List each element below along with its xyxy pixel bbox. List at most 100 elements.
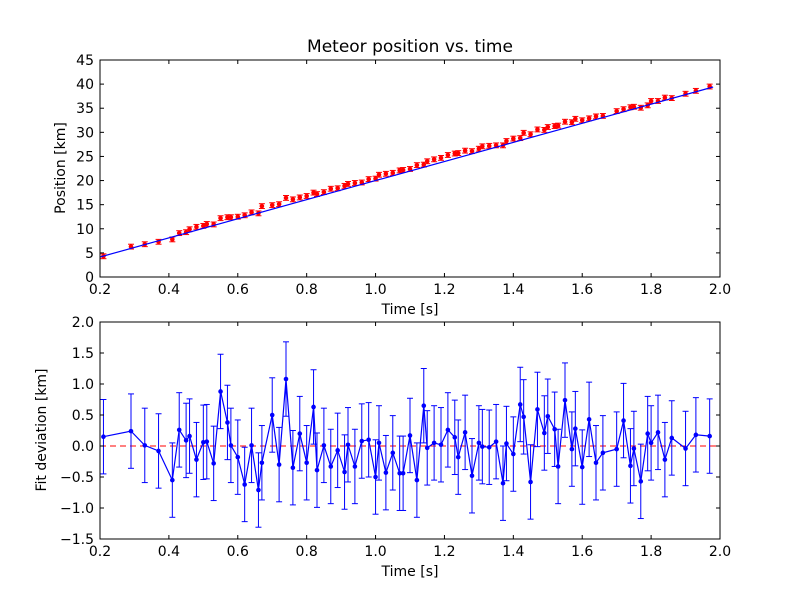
x-tick-label: 0.2 bbox=[89, 544, 111, 560]
x-tick-label: 0.4 bbox=[158, 544, 180, 560]
data-point bbox=[631, 446, 637, 451]
data-point bbox=[535, 407, 540, 412]
data-point bbox=[321, 443, 327, 448]
deviation-chart: Time [s] Fit deviation [km] 0.2 0.4 0.6 0.8… bbox=[34, 315, 731, 580]
data-point bbox=[469, 473, 475, 479]
data-point bbox=[414, 477, 420, 483]
data-point bbox=[569, 119, 575, 125]
x-tick-label: 0.4 bbox=[158, 282, 180, 298]
position-chart: Meteor position vs. time Time [s] Positi… bbox=[53, 37, 731, 318]
data-point bbox=[359, 438, 365, 444]
data-point bbox=[431, 440, 437, 446]
data-point bbox=[628, 104, 633, 110]
y-tick-label: 0 bbox=[85, 270, 94, 286]
data-point bbox=[517, 135, 523, 141]
data-point bbox=[383, 171, 389, 177]
data-point bbox=[352, 180, 358, 186]
data-point bbox=[579, 117, 585, 123]
x-tick-label: 0.8 bbox=[296, 544, 318, 560]
data-point bbox=[511, 136, 516, 141]
data-point bbox=[304, 460, 309, 466]
data-point bbox=[297, 195, 303, 200]
data-point bbox=[376, 440, 382, 446]
y-tick-label: 15 bbox=[76, 198, 94, 214]
data-point bbox=[390, 450, 396, 456]
plot-frame bbox=[99, 321, 721, 540]
x-tick-label: 1.0 bbox=[364, 282, 386, 298]
data-point bbox=[573, 116, 578, 122]
x-tick-label: 2.0 bbox=[709, 544, 731, 560]
data-point bbox=[586, 417, 592, 422]
data-point bbox=[500, 480, 506, 486]
data-point bbox=[170, 237, 175, 242]
data-point bbox=[314, 191, 320, 197]
data-point bbox=[614, 446, 619, 452]
y-tick-label: 30 bbox=[76, 125, 94, 141]
x-tick-label: 1.8 bbox=[640, 282, 662, 298]
data-point bbox=[545, 124, 551, 130]
data-point bbox=[187, 226, 192, 232]
x-tick-label: 1.4 bbox=[502, 544, 524, 560]
data-point bbox=[662, 95, 668, 100]
chart-title: Meteor position vs. time bbox=[307, 37, 513, 57]
data-point bbox=[269, 202, 275, 208]
data-point bbox=[476, 440, 482, 446]
data-point bbox=[249, 210, 254, 215]
data-point bbox=[628, 463, 633, 469]
y-tick-label: 5 bbox=[85, 246, 94, 262]
data-point bbox=[669, 435, 675, 441]
y-tick-label: −1.5 bbox=[60, 532, 94, 548]
data-point bbox=[335, 448, 340, 453]
data-point bbox=[552, 426, 557, 432]
data-point bbox=[201, 439, 206, 445]
data-point bbox=[480, 144, 485, 149]
data-point bbox=[469, 148, 475, 154]
data-point bbox=[211, 461, 216, 466]
x-tick-label: 0.6 bbox=[227, 282, 249, 298]
plot-frame bbox=[99, 59, 721, 278]
data-point bbox=[455, 150, 461, 156]
data-point bbox=[390, 170, 396, 176]
data-point bbox=[542, 430, 547, 436]
data-point bbox=[269, 412, 275, 418]
data-point bbox=[421, 403, 427, 409]
data-point bbox=[407, 433, 413, 438]
data-point bbox=[259, 460, 265, 466]
plot-area bbox=[100, 341, 720, 528]
data-point bbox=[256, 487, 261, 493]
x-tick-label: 0.2 bbox=[89, 282, 111, 298]
data-point bbox=[562, 397, 568, 403]
data-point bbox=[593, 460, 599, 466]
data-point bbox=[276, 201, 282, 207]
data-point bbox=[204, 439, 210, 444]
x-tick-label: 1.2 bbox=[433, 544, 455, 560]
data-point bbox=[462, 430, 468, 435]
data-point bbox=[638, 479, 644, 484]
data-point bbox=[414, 162, 420, 168]
data-point bbox=[373, 474, 378, 480]
data-point bbox=[328, 186, 334, 192]
data-point bbox=[579, 464, 585, 470]
y-tick-label: 35 bbox=[76, 101, 94, 117]
data-point bbox=[397, 470, 402, 476]
data-point bbox=[511, 451, 516, 457]
x-tick-label: 2.0 bbox=[709, 282, 731, 298]
data-point bbox=[486, 143, 492, 149]
data-point bbox=[545, 413, 551, 419]
data-point bbox=[552, 123, 557, 129]
data-point bbox=[593, 114, 599, 119]
data-point bbox=[176, 427, 182, 433]
data-point bbox=[424, 158, 430, 164]
data-point bbox=[225, 420, 230, 425]
data-point bbox=[555, 123, 561, 128]
data-point bbox=[493, 439, 499, 444]
data-point bbox=[455, 454, 461, 460]
data-point bbox=[400, 167, 406, 173]
data-point bbox=[631, 104, 637, 110]
x-axis-label: Time [s] bbox=[381, 564, 439, 580]
data-point bbox=[445, 152, 451, 158]
data-point bbox=[707, 433, 712, 439]
x-tick-label: 1.8 bbox=[640, 544, 662, 560]
data-point bbox=[228, 443, 234, 448]
